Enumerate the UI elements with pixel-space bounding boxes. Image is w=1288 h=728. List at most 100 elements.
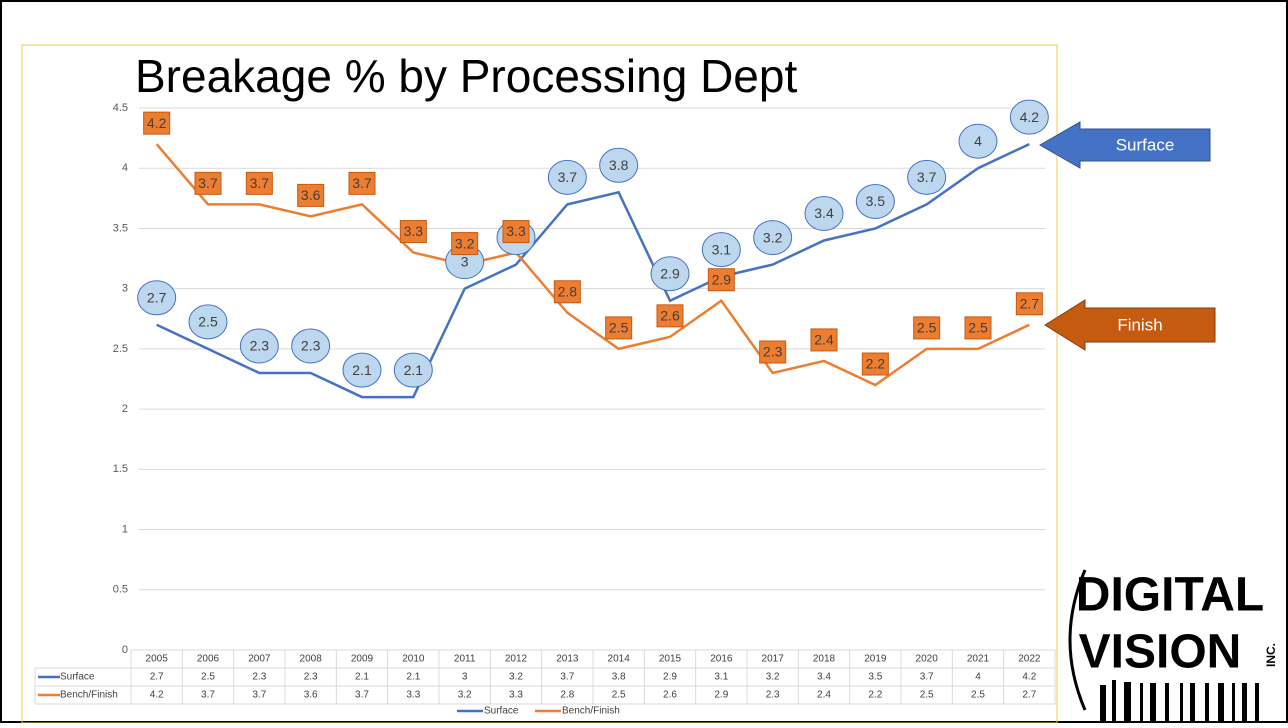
data-label: 2.3 [763,344,783,360]
table-cell: 2.6 [663,690,677,701]
table-cell: 4.2 [150,690,164,701]
x-tick-label: 2007 [248,654,271,665]
data-label-box [913,316,941,340]
data-label: 2.5 [968,320,988,336]
y-tick-label: 1.5 [113,463,128,475]
table-cell: 3.8 [612,672,626,683]
data-label-bubble [1009,99,1049,135]
data-label-bubble [650,256,690,292]
x-tick-label: 2008 [300,654,323,665]
y-tick-label: 1 [122,523,128,535]
table-cell: 3.2 [458,690,472,701]
data-label: 3.1 [712,241,732,257]
legend-label: Bench/Finish [562,706,620,717]
data-label-box [502,220,530,244]
data-label-bubble [599,147,639,183]
data-label-box [245,171,273,195]
table-cell: 2.4 [817,690,831,701]
data-label: 3.7 [558,169,578,185]
data-label-box [861,352,889,376]
data-label-box [810,328,838,352]
x-tick-label: 2010 [402,654,425,665]
data-label-bubble [188,304,228,340]
data-label-bubble [291,328,331,364]
data-label: 2.1 [352,362,372,378]
data-label-box [759,340,787,364]
data-label: 3.3 [404,223,424,239]
table-cell: 4.2 [1022,672,1036,683]
legend-label: Bench/Finish [60,690,118,701]
data-label: 2.5 [917,320,937,336]
data-label: 3.7 [250,175,270,191]
table-cell: 3.6 [304,690,318,701]
x-tick-label: 2014 [608,654,631,665]
data-label: 2.3 [250,338,270,354]
data-label: 3.8 [609,157,629,173]
y-tick-label: 3 [122,283,128,295]
x-tick-label: 2013 [556,654,579,665]
table-cell: 3.5 [868,672,882,683]
data-label: 2.3 [301,338,321,354]
y-tick-label: 0.5 [113,584,128,596]
table-cell: 2.9 [714,690,728,701]
data-label: 2.1 [404,362,424,378]
table-cell: 3.7 [560,672,574,683]
data-label-bubble [958,123,998,159]
data-label-bubble [753,220,793,256]
logo-text: INC. [1264,643,1278,667]
x-tick-label: 2016 [710,654,733,665]
table-cell: 2.5 [920,690,934,701]
data-label: 2.8 [558,283,578,299]
x-tick-label: 2012 [505,654,528,665]
data-label-box [656,304,684,328]
data-label-bubble [342,352,382,388]
arrow [1044,299,1216,351]
data-label: 4.2 [147,115,167,131]
table-cell: 2.5 [612,690,626,701]
data-label: 2.5 [609,320,629,336]
data-label-bubble [547,159,587,195]
data-label: 2.2 [866,356,886,372]
table-cell: 2.7 [1022,690,1036,701]
y-tick-label: 4 [122,162,128,174]
table-cell: 2.3 [304,672,318,683]
y-tick-label: 0 [122,644,128,656]
data-label: 3.7 [198,175,218,191]
data-label: 2.4 [814,332,834,348]
table-cell: 2.7 [150,672,164,683]
x-tick-label: 2017 [762,654,785,665]
data-label-box [553,280,581,304]
data-label: 3.5 [866,193,886,209]
chart-title: Breakage % by Processing Dept [135,50,797,102]
data-label-bubble [701,232,741,268]
data-label: 3.2 [455,235,475,251]
data-label: 2.5 [198,314,218,330]
data-label: 2.9 [660,265,680,281]
data-label-bubble [137,280,177,316]
y-tick-label: 2.5 [113,343,128,355]
table-cell: 3 [462,672,468,683]
x-tick-label: 2005 [146,654,169,665]
data-label: 3.7 [352,175,372,191]
table-cell: 3.7 [920,672,934,683]
data-label-bubble [239,328,279,364]
arrow [1038,121,1211,169]
logo-bars [1100,680,1259,723]
table-cell: 4 [975,672,981,683]
legend-label: Surface [484,706,519,717]
data-label-box [194,171,222,195]
data-label: 3.4 [814,205,834,221]
data-label: 4.2 [1020,109,1040,125]
data-label-bubble [804,195,844,231]
data-label-bubble [855,183,895,219]
data-label: 3.3 [506,223,526,239]
table-cell: 2.1 [355,672,369,683]
y-tick-label: 3.5 [113,222,128,234]
data-label: 2.7 [1020,296,1040,312]
logo-text: VISION [1079,626,1242,679]
x-tick-label: 2018 [813,654,836,665]
table-cell: 2.3 [252,672,266,683]
annotation: Finish [1117,315,1162,334]
